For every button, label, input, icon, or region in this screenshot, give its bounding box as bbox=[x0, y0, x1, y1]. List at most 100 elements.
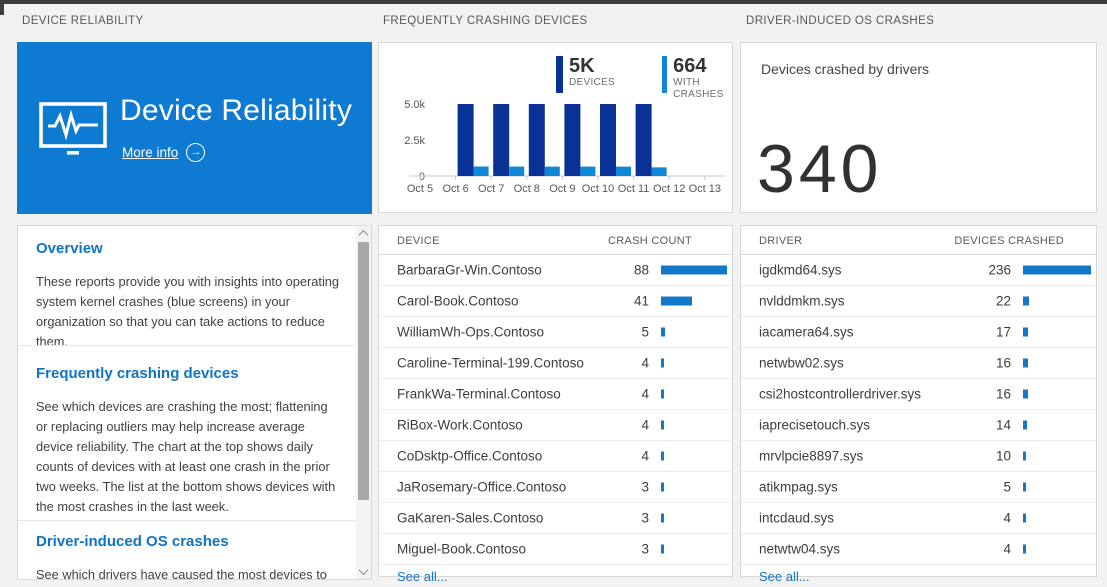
table-row[interactable]: RiBox-Work.Contoso 4 bbox=[379, 410, 732, 441]
table-row[interactable]: JaRosemary-Office.Contoso 3 bbox=[379, 472, 732, 503]
column-header-crash-count: CRASH COUNT bbox=[608, 235, 692, 247]
device-reliability-tile[interactable]: Device Reliability More info → bbox=[17, 42, 372, 214]
row-value: 5 bbox=[1003, 479, 1011, 495]
value-bar bbox=[1023, 420, 1027, 430]
svg-text:5.0k: 5.0k bbox=[404, 99, 425, 111]
row-value: 16 bbox=[995, 355, 1011, 371]
see-all-link[interactable]: See all... bbox=[759, 569, 810, 584]
row-name: intcdaud.sys bbox=[759, 510, 835, 526]
row-value: 3 bbox=[641, 479, 649, 495]
section-divider bbox=[18, 345, 357, 346]
table-row[interactable]: CoDsktp-Office.Contoso 4 bbox=[379, 441, 732, 472]
table-row[interactable]: Caroline-Terminal-199.Contoso 4 bbox=[379, 348, 732, 379]
value-bar bbox=[661, 296, 692, 306]
frequently-crashing-devices-table: DEVICE CRASH COUNT BarbaraGr-Win.Contoso… bbox=[378, 225, 733, 584]
row-value: 41 bbox=[633, 293, 649, 309]
row-value: 88 bbox=[633, 262, 649, 278]
scrollbar-thumb[interactable] bbox=[358, 242, 369, 500]
window-top-edge bbox=[0, 0, 1107, 4]
table-row[interactable]: nvlddmkm.sys 22 bbox=[741, 286, 1096, 317]
legend-item-with-crashes: 664 WITH CRASHES bbox=[662, 56, 732, 101]
table-row[interactable]: csi2hostcontrollerdriver.sys 16 bbox=[741, 379, 1096, 410]
more-info-link[interactable]: More info → bbox=[122, 143, 206, 162]
row-value: 14 bbox=[995, 417, 1011, 433]
row-name: iaprecisetouch.sys bbox=[759, 417, 871, 433]
table-row[interactable]: netwbw02.sys 16 bbox=[741, 348, 1096, 379]
table-row[interactable]: BarbaraGr-Win.Contoso 88 bbox=[379, 255, 732, 286]
legend-item-devices: 5K DEVICES bbox=[556, 56, 615, 93]
section-body-frequently-crashing-devices: See which devices are crashing the most;… bbox=[36, 399, 336, 514]
row-name: RiBox-Work.Contoso bbox=[397, 417, 523, 433]
row-name: netwtw04.sys bbox=[759, 541, 841, 557]
row-value: 16 bbox=[995, 386, 1011, 402]
value-bar bbox=[1023, 544, 1026, 554]
description-panel: Overview These reports provide you with … bbox=[17, 225, 372, 580]
row-name: WilliamWh-Ops.Contoso bbox=[397, 324, 545, 340]
table-row[interactable]: igdkmd64.sys 236 bbox=[741, 255, 1096, 286]
row-value: 10 bbox=[995, 448, 1011, 464]
legend-value-with-crashes: 664 bbox=[673, 55, 707, 77]
svg-text:Oct 7: Oct 7 bbox=[478, 183, 504, 195]
crash-trend-chart-card[interactable]: 5K DEVICES 664 WITH CRASHES 0 2.5k 5.0k Oct… bbox=[378, 42, 733, 213]
table-row[interactable]: WilliamWh-Ops.Contoso 5 bbox=[379, 317, 732, 348]
summary-label: Devices crashed by drivers bbox=[761, 61, 930, 77]
row-name: FrankWa-Terminal.Contoso bbox=[397, 386, 561, 402]
value-bar bbox=[661, 544, 664, 554]
daily-crash-bar-chart[interactable]: 0 2.5k 5.0k Oct 5 Oct 6 Oct 7 Oct 8 Oct 9 Oct 10… bbox=[387, 96, 727, 208]
see-all-row: See all... bbox=[741, 565, 1096, 587]
value-bar bbox=[661, 513, 664, 523]
value-bar bbox=[661, 482, 664, 492]
see-all-link[interactable]: See all... bbox=[397, 569, 448, 584]
table-row[interactable]: iacamera64.sys 17 bbox=[741, 317, 1096, 348]
scrollbar-up-button[interactable] bbox=[356, 226, 371, 241]
table-body: BarbaraGr-Win.Contoso 88 Carol-Book.Contos… bbox=[379, 255, 732, 565]
devices-crashed-by-drivers-card[interactable]: Devices crashed by drivers 340 bbox=[740, 42, 1097, 213]
row-name: CoDsktp-Office.Contoso bbox=[397, 448, 543, 464]
row-value: 4 bbox=[641, 417, 649, 433]
row-name: Caroline-Terminal-199.Contoso bbox=[397, 355, 584, 371]
table-row[interactable]: Miguel-Book.Contoso 3 bbox=[379, 534, 732, 565]
scrollbar-down-button[interactable] bbox=[356, 564, 371, 579]
row-value: 4 bbox=[641, 386, 649, 402]
section-body-driver-induced-os-crashes: See which drivers have caused the most d… bbox=[36, 567, 327, 580]
row-name: atikmpag.sys bbox=[759, 479, 838, 495]
table-row[interactable]: GaKaren-Sales.Contoso 3 bbox=[379, 503, 732, 534]
svg-text:Oct 9: Oct 9 bbox=[549, 183, 575, 195]
scrollbar[interactable] bbox=[356, 226, 371, 579]
table-row[interactable]: Carol-Book.Contoso 41 bbox=[379, 286, 732, 317]
value-bar bbox=[661, 265, 727, 275]
driver-induced-os-crashes-table: DRIVER DEVICES CRASHED igdkmd64.sys 236 nv… bbox=[740, 225, 1097, 584]
svg-text:Oct 5: Oct 5 bbox=[407, 183, 433, 195]
table-row[interactable]: mrvlpcie8897.sys 10 bbox=[741, 441, 1096, 472]
table-header-row: DEVICE CRASH COUNT bbox=[379, 226, 732, 255]
value-bar bbox=[661, 389, 664, 399]
section-heading-frequently-crashing-devices[interactable]: Frequently crashing devices bbox=[36, 365, 239, 382]
table-body: igdkmd64.sys 236 nvlddmkm.sys 22 iacamera64.… bbox=[741, 255, 1096, 565]
value-bar bbox=[1023, 513, 1026, 523]
svg-text:Oct 10: Oct 10 bbox=[582, 183, 614, 195]
legend-color-with-crashes bbox=[662, 56, 668, 93]
table-row[interactable]: netwtw04.sys 4 bbox=[741, 534, 1096, 565]
row-name: nvlddmkm.sys bbox=[759, 293, 845, 309]
section-divider bbox=[18, 520, 357, 521]
chevron-up-icon bbox=[358, 229, 369, 240]
table-row[interactable]: atikmpag.sys 5 bbox=[741, 472, 1096, 503]
table-row[interactable]: FrankWa-Terminal.Contoso 4 bbox=[379, 379, 732, 410]
section-heading-overview[interactable]: Overview bbox=[36, 240, 103, 257]
svg-text:Oct 6: Oct 6 bbox=[442, 183, 468, 195]
row-name: Carol-Book.Contoso bbox=[397, 293, 519, 309]
arrow-right-circle-icon: → bbox=[186, 143, 206, 162]
table-row[interactable]: iaprecisetouch.sys 14 bbox=[741, 410, 1096, 441]
row-value: 236 bbox=[988, 262, 1011, 278]
table-row[interactable]: intcdaud.sys 4 bbox=[741, 503, 1096, 534]
svg-text:Oct 12: Oct 12 bbox=[653, 183, 685, 195]
column-header-driver-induced-os-crashes: DRIVER-INDUCED OS CRASHES bbox=[746, 15, 935, 27]
section-heading-driver-induced-os-crashes[interactable]: Driver-induced OS crashes bbox=[36, 533, 229, 550]
value-bar bbox=[1023, 296, 1029, 306]
value-bar bbox=[661, 420, 664, 430]
value-bar bbox=[1023, 358, 1028, 368]
row-value: 17 bbox=[995, 324, 1011, 340]
window-left-edge bbox=[0, 0, 4, 15]
row-name: netwbw02.sys bbox=[759, 355, 844, 371]
legend-label-devices: DEVICES bbox=[569, 77, 616, 88]
